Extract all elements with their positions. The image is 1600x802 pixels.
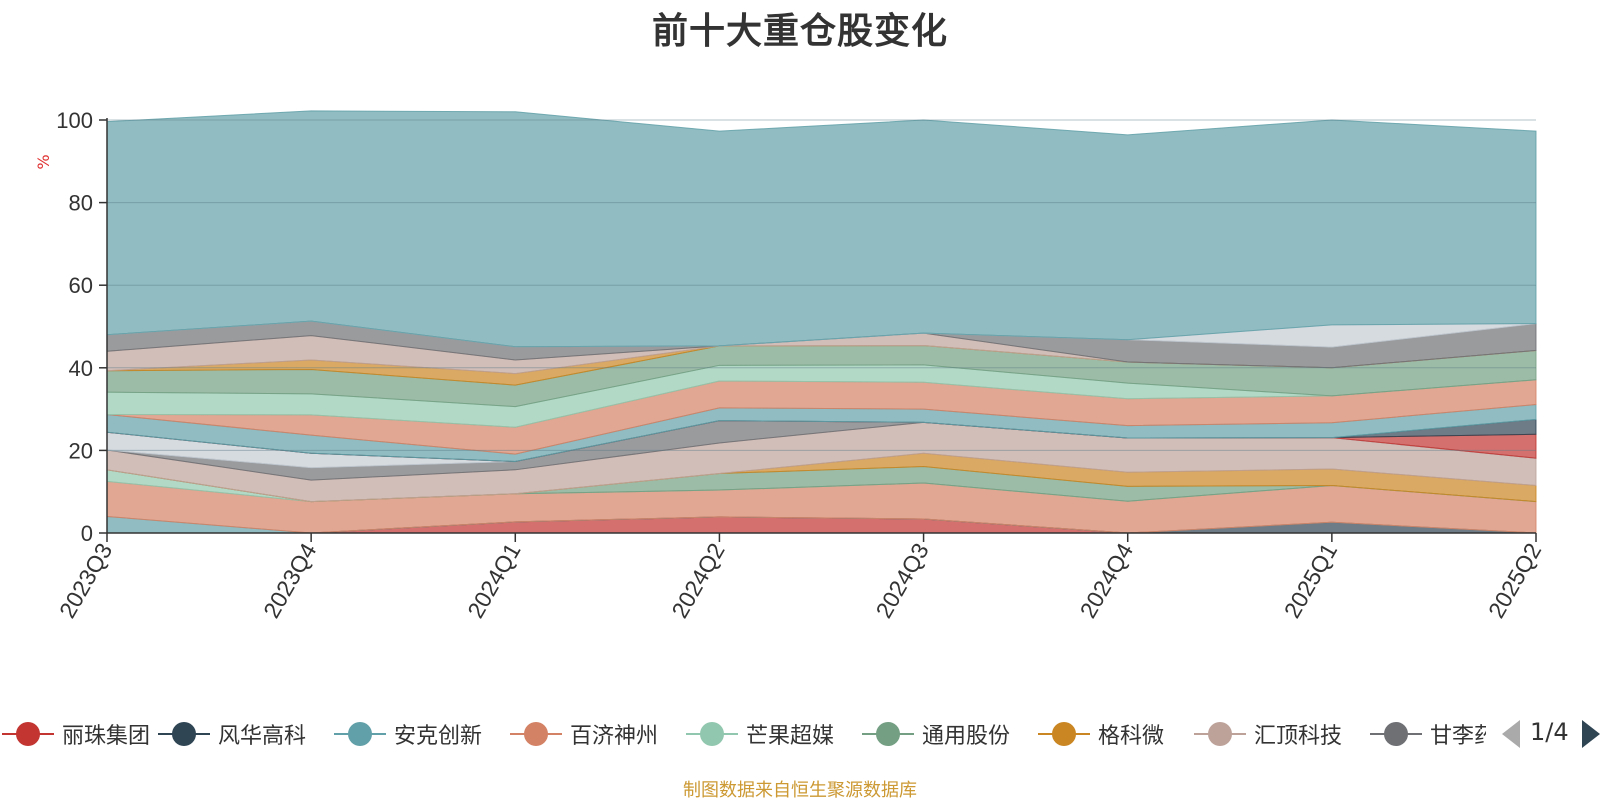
legend-label: 芒果超媒 [746, 724, 835, 749]
x-tick-label: 2023Q4 [258, 538, 322, 622]
legend-marker-icon [510, 722, 562, 746]
legend-marker-icon [158, 722, 210, 746]
legend-item[interactable]: 芒果超媒 [686, 712, 834, 756]
legend-item[interactable]: 安克创新 [334, 712, 482, 756]
x-tick-label: 2025Q1 [1279, 539, 1342, 623]
legend-item[interactable]: 汇顶科技 [1194, 712, 1342, 756]
y-tick-label: 60 [69, 273, 93, 298]
x-tick-label: 2024Q3 [870, 539, 933, 623]
legend-item[interactable]: 百济神州 [510, 712, 658, 756]
legend-marker-icon [1194, 722, 1246, 746]
x-tick-label: 2025Q2 [1483, 539, 1546, 623]
legend-marker-icon [2, 722, 54, 746]
x-tick-label: 2024Q1 [462, 539, 525, 623]
x-tick-label: 2024Q4 [1075, 538, 1139, 622]
legend-marker-icon [686, 722, 738, 746]
area-series-21 [106, 110, 1537, 348]
legend-item[interactable]: 丽珠集团 [2, 712, 150, 756]
x-tick-label: 2024Q2 [666, 539, 729, 623]
legend-marker-icon [862, 722, 914, 746]
legend-item[interactable]: 通用股份 [862, 712, 1010, 756]
legend-page-indicator: 1/4 [1530, 718, 1569, 746]
legend-marker-icon [1370, 722, 1422, 746]
legend: 丽珠集团 风华高科 安克创新 百济神州 芒果超媒 通用股份 格科微 汇顶科技 甘李药业 1/4 [0, 712, 1600, 756]
legend-marker-icon [334, 722, 386, 746]
area-layers [106, 110, 1537, 534]
legend-item[interactable]: 甘李药业 [1370, 712, 1486, 756]
y-axis-label: % [34, 154, 53, 169]
legend-label: 安克创新 [394, 724, 483, 749]
legend-label: 百济神州 [570, 724, 659, 749]
legend-label: 甘李药业 [1430, 724, 1486, 749]
x-tick-label: 2023Q3 [54, 539, 117, 623]
stacked-area-chart: 0 20 40 60 80 100% 2023Q3 2023Q4 2024Q1 2024Q2 202… [34, 108, 1546, 623]
legend-marker-icon [1038, 722, 1090, 746]
legend-label: 风华高科 [218, 724, 307, 749]
y-tick-label: 0 [81, 521, 93, 546]
legend-label: 格科微 [1098, 724, 1165, 749]
y-tick-label: 20 [69, 438, 93, 463]
legend-item[interactable]: 格科微 [1038, 712, 1164, 756]
legend-label: 汇顶科技 [1254, 724, 1343, 749]
chart-title: 前十大重仓股变化 [651, 11, 948, 52]
legend-item[interactable]: 风华高科 [158, 712, 306, 756]
y-tick-label: 100 [56, 108, 93, 133]
legend-label: 丽珠集团 [62, 724, 151, 749]
legend-label: 通用股份 [922, 724, 1011, 749]
legend-next-page-icon[interactable] [1582, 720, 1600, 748]
y-tick-label: 40 [69, 356, 93, 381]
source-note: 制图数据来自恒生聚源数据库 [683, 780, 917, 801]
y-tick-label: 80 [69, 191, 93, 216]
legend-prev-page-icon[interactable] [1502, 720, 1520, 748]
legend-items: 丽珠集团 风华高科 安克创新 百济神州 芒果超媒 通用股份 格科微 汇顶科技 甘李药业 [0, 712, 1486, 756]
